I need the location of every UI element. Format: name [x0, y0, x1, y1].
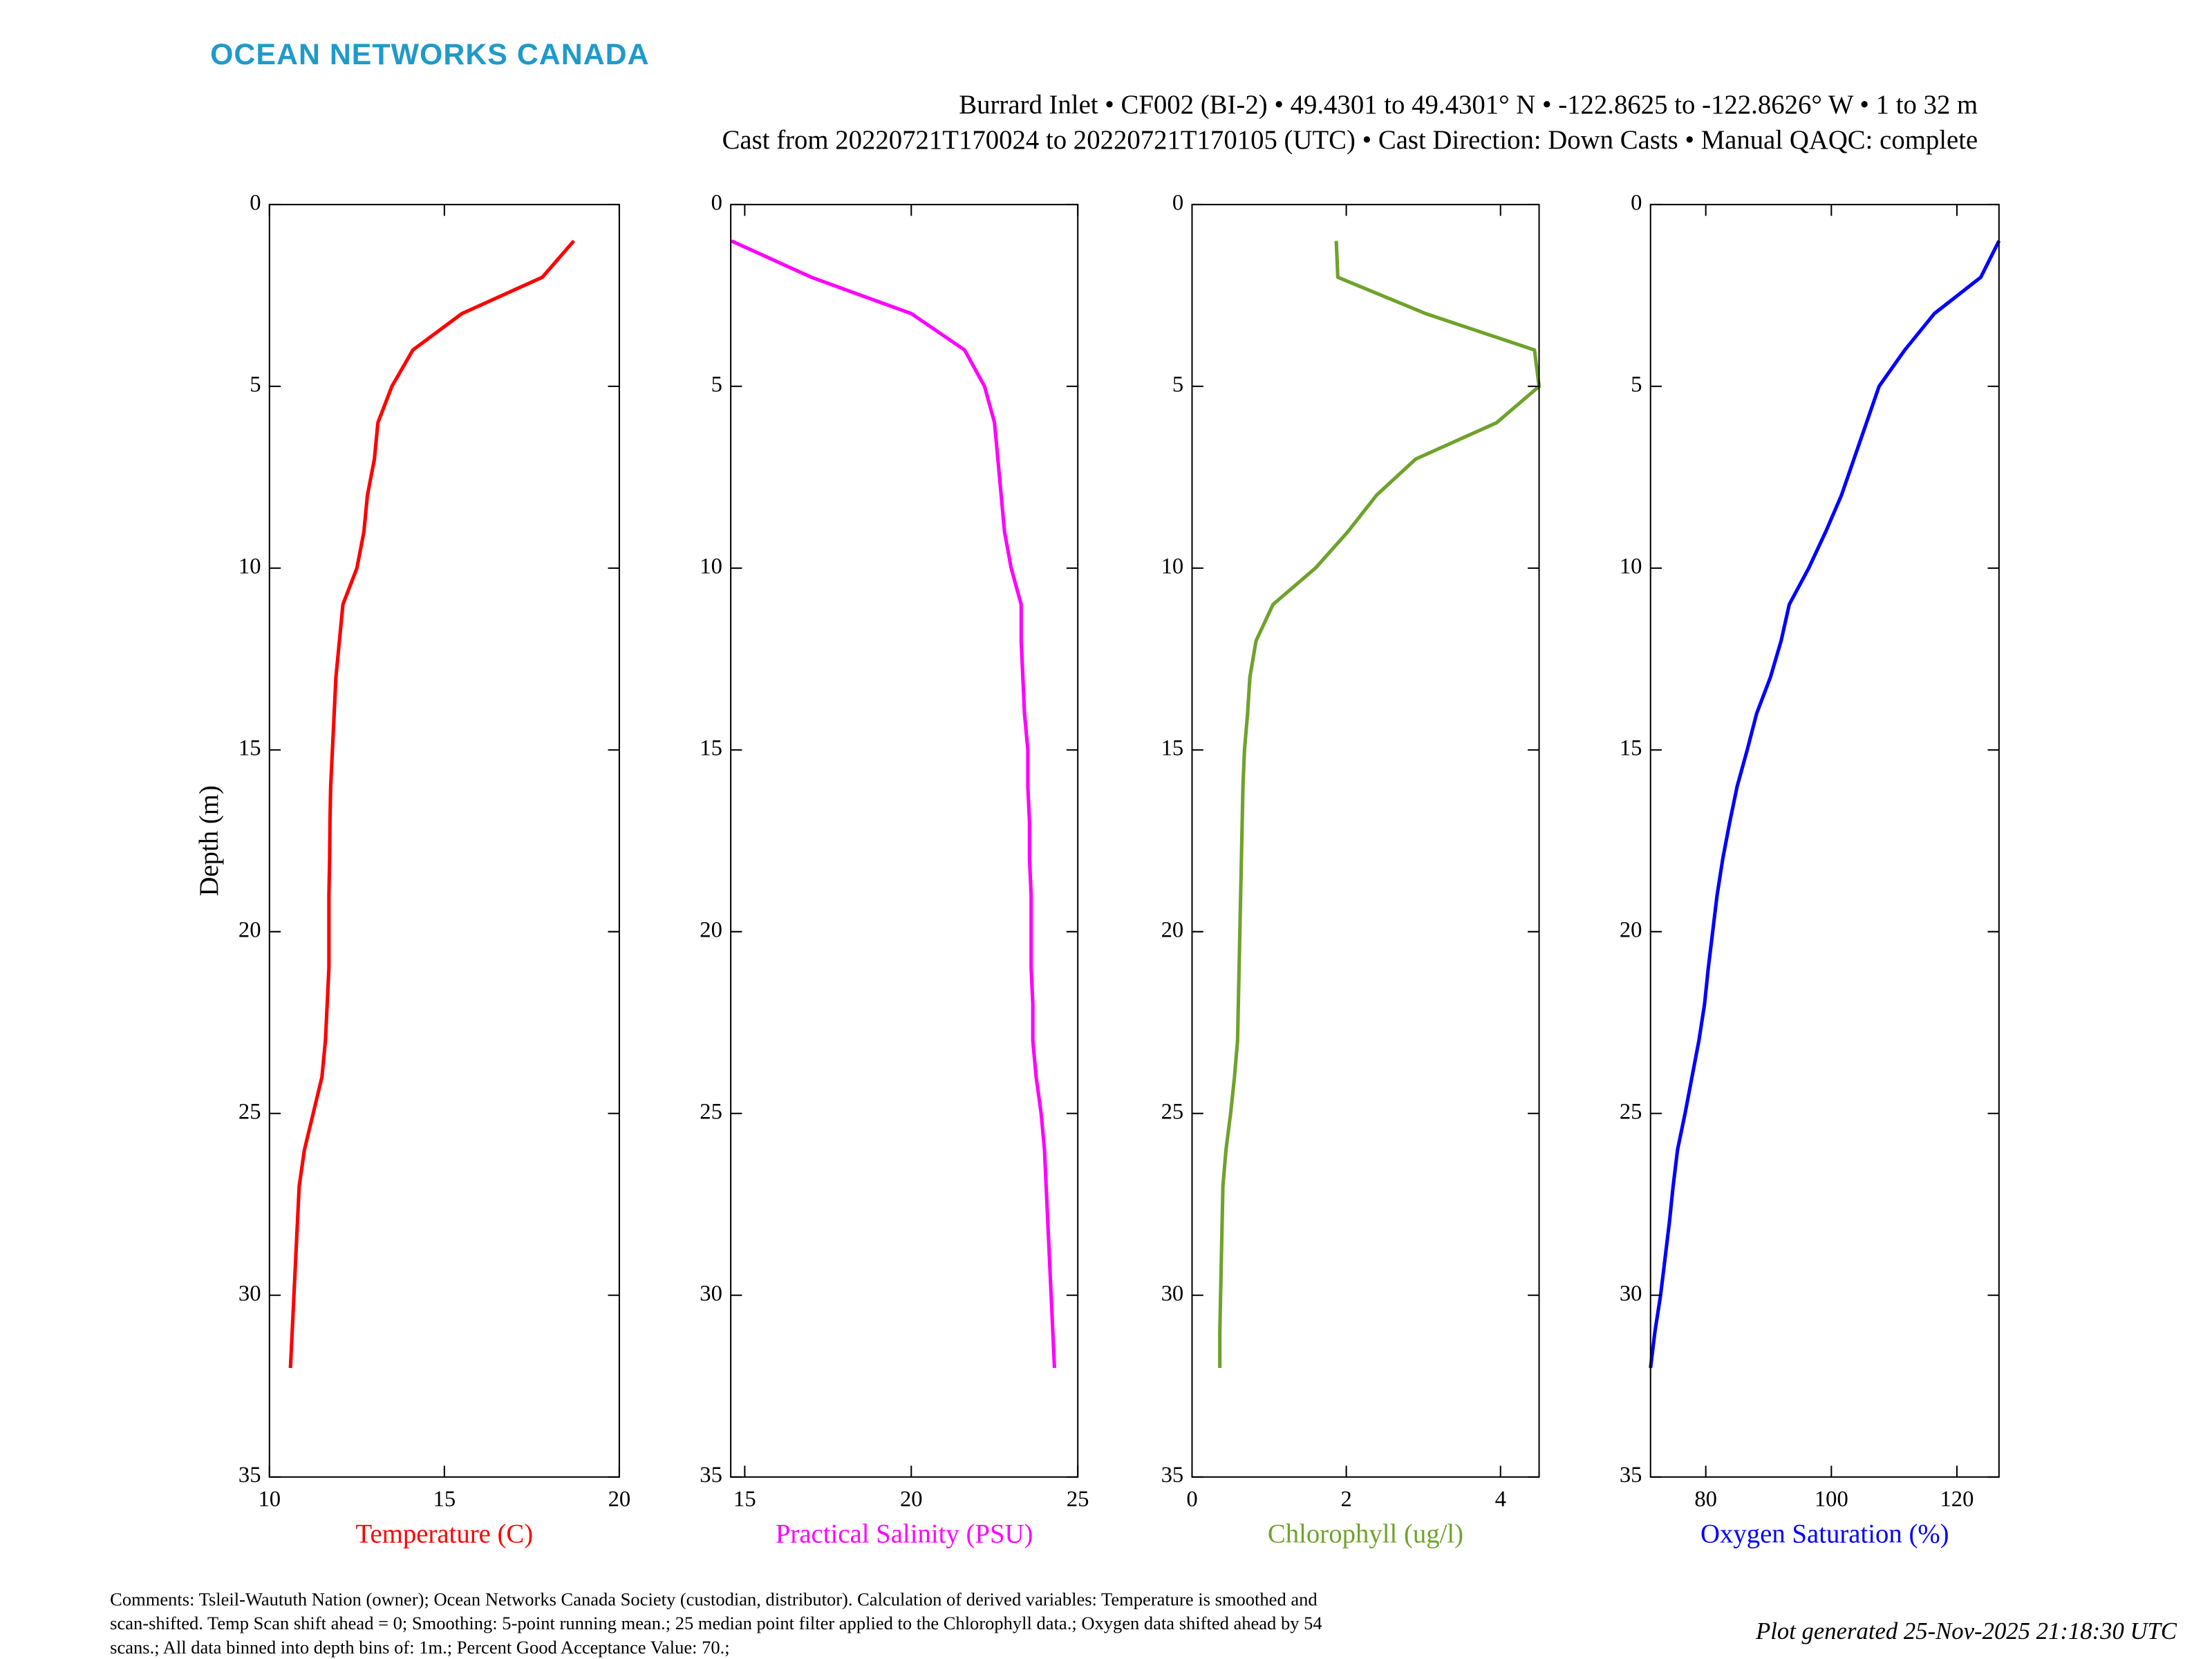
y-tick-label: 30: [700, 1281, 722, 1306]
y-tick-label: 25: [1161, 1099, 1184, 1124]
y-tick-label: 35: [1620, 1463, 1642, 1488]
x-tick-label: 80: [1694, 1487, 1717, 1512]
y-tick-label: 20: [700, 917, 722, 942]
y-tick-label: 5: [711, 372, 722, 397]
x-tick-label: 20: [608, 1487, 631, 1512]
y-axis-label: Depth (m): [194, 785, 224, 896]
y-tick-label: 15: [700, 735, 722, 760]
comment-line: Comments: Tsleil-Waututh Nation (owner);…: [110, 1588, 1317, 1609]
generated-note: Plot generated 25-Nov-2025 21:18:30 UTC: [1755, 1618, 2177, 1644]
x-tick-label: 15: [733, 1487, 756, 1512]
x-tick-label: 15: [433, 1487, 456, 1512]
y-tick-label: 20: [1620, 917, 1642, 942]
x-axis-label: Oxygen Saturation (%): [1700, 1519, 1949, 1548]
y-tick-label: 0: [250, 190, 261, 215]
x-tick-label: 120: [1940, 1487, 1974, 1512]
x-tick-label: 20: [900, 1487, 923, 1512]
y-tick-label: 15: [1161, 735, 1184, 760]
y-tick-label: 30: [1161, 1281, 1184, 1306]
brand: OCEAN NETWORKS CANADA: [210, 38, 650, 71]
y-tick-label: 10: [700, 554, 722, 579]
y-tick-label: 10: [1161, 554, 1184, 579]
y-tick-label: 5: [250, 372, 261, 397]
y-tick-label: 20: [238, 917, 261, 942]
y-tick-label: 35: [1161, 1463, 1184, 1488]
y-tick-label: 25: [1620, 1099, 1642, 1124]
y-tick-label: 25: [238, 1099, 261, 1124]
y-tick-label: 5: [1172, 372, 1183, 397]
y-tick-label: 30: [1620, 1281, 1642, 1306]
y-tick-label: 20: [1161, 917, 1184, 942]
profile-line: [1649, 240, 2001, 1369]
y-tick-label: 15: [238, 735, 261, 760]
profile-line: [288, 239, 576, 1369]
axes-box: [730, 203, 1079, 1478]
header-line: Burrard Inlet • CF002 (BI-2) • 49.4301 t…: [959, 90, 1978, 120]
x-tick-label: 4: [1495, 1487, 1506, 1512]
y-tick-label: 15: [1620, 735, 1642, 760]
axes-box: [1191, 203, 1540, 1478]
y-tick-label: 35: [238, 1463, 261, 1488]
x-tick-label: 0: [1186, 1487, 1197, 1512]
x-tick-label: 100: [1815, 1487, 1848, 1512]
x-tick-label: 10: [258, 1487, 281, 1512]
profile-line: [731, 239, 1056, 1369]
y-tick-label: 0: [711, 190, 722, 215]
y-tick-label: 35: [700, 1463, 722, 1488]
comment-line: scan-shifted. Temp Scan shift ahead = 0;…: [110, 1613, 1322, 1633]
y-tick-label: 10: [1620, 554, 1642, 579]
y-tick-label: 25: [700, 1099, 722, 1124]
y-tick-label: 10: [238, 554, 261, 579]
x-axis-label: Temperature (C): [356, 1519, 534, 1548]
header-line: Cast from 20220721T170024 to 20220721T17…: [722, 125, 1978, 155]
x-tick-label: 2: [1340, 1487, 1351, 1512]
x-tick-label: 25: [1067, 1487, 1089, 1512]
axes-box: [1649, 203, 2000, 1478]
comment-line: scans.; All data binned into depth bins …: [110, 1637, 729, 1658]
x-axis-label: Chlorophyll (ug/l): [1268, 1519, 1463, 1548]
y-tick-label: 0: [1172, 190, 1183, 215]
profile-line: [1218, 241, 1541, 1368]
x-axis-label: Practical Salinity (PSU): [776, 1519, 1033, 1548]
y-tick-label: 0: [1631, 190, 1642, 215]
y-tick-label: 30: [238, 1281, 261, 1306]
y-tick-label: 5: [1631, 372, 1642, 397]
